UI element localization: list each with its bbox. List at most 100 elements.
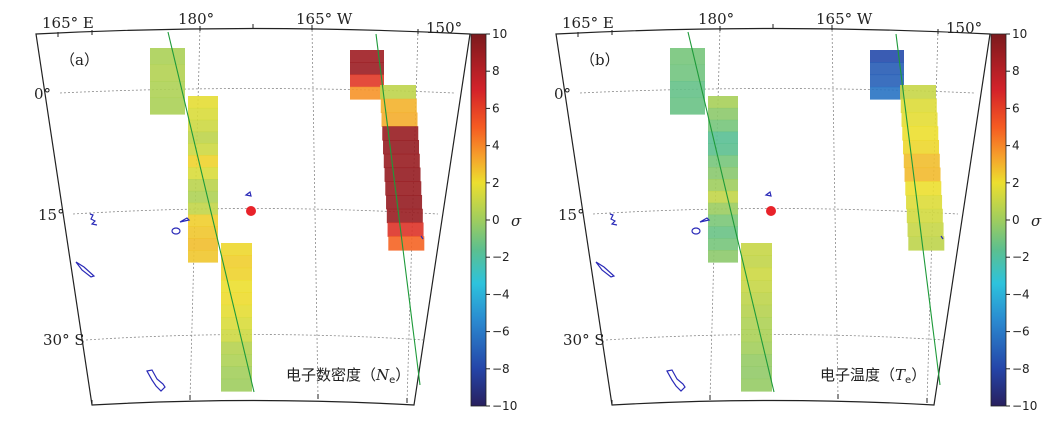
sigma-cell <box>708 226 738 239</box>
sigma-cell <box>741 292 772 306</box>
sigma-strips <box>670 48 945 392</box>
lat-label: 15° <box>38 206 65 224</box>
sigma-cell <box>188 179 218 192</box>
sigma-cell <box>903 153 940 169</box>
map-panel-b: （b） 165° E 180° 165° W 150° 0° 15° 30° S… <box>554 10 991 406</box>
sigma-cell <box>708 143 738 156</box>
sigma-cell <box>708 179 738 192</box>
orbit-track <box>895 33 941 386</box>
colorbar-tick-label: −2 <box>1012 250 1030 264</box>
epicenter-marker <box>246 206 256 216</box>
colorbar-tick-label: −4 <box>1012 287 1030 301</box>
colorbar-tick-label: −10 <box>1012 399 1037 413</box>
lat-label: 15° <box>558 206 585 224</box>
sigma-cell <box>385 181 422 196</box>
island-outline <box>75 261 96 278</box>
lat-label: 30° S <box>43 331 85 349</box>
sigma-cell <box>741 280 772 293</box>
sigma-cell <box>905 181 942 196</box>
sigma-cell <box>741 341 772 355</box>
coastlines <box>75 190 424 392</box>
island-outline <box>940 235 944 240</box>
satellite-tracks <box>687 31 941 393</box>
island-outline <box>420 235 424 240</box>
sigma-cell <box>188 155 218 168</box>
sigma-cell <box>350 74 384 88</box>
sigma-cell <box>188 131 218 145</box>
sigma-cell <box>380 98 417 114</box>
sigma-cell <box>188 202 218 216</box>
sigma-cell <box>388 236 425 251</box>
colorbar-tick-label: 2 <box>492 176 500 190</box>
satellite-tracks <box>167 31 421 393</box>
sigma-cell <box>901 112 938 127</box>
colorbar-tick-label: 6 <box>1012 101 1020 115</box>
island-outline <box>89 213 98 226</box>
sigma-cell <box>741 329 772 343</box>
sigma-cell <box>221 378 252 392</box>
lat-line-30 <box>85 334 425 341</box>
sigma-cell <box>150 81 185 99</box>
sigma-cell <box>708 119 738 133</box>
sigma-cell <box>350 62 384 76</box>
sigma-cell <box>900 85 936 100</box>
sigma-cell <box>906 208 943 224</box>
colorbar-label: σ <box>1031 212 1042 230</box>
sigma-cell <box>383 153 420 169</box>
colorbar-tick-label: −10 <box>492 399 517 413</box>
colorbar-tick-label: −6 <box>1012 325 1030 339</box>
sigma-cell <box>382 126 419 141</box>
island-outline <box>179 217 191 223</box>
sigma-cell <box>188 238 218 251</box>
sigma-cell <box>221 243 252 256</box>
sigma-cell <box>741 243 772 256</box>
sigma-cell <box>188 190 218 204</box>
colorbar-tick-label: 8 <box>1012 64 1020 78</box>
island-outline <box>146 369 166 392</box>
sigma-cell <box>708 96 738 109</box>
sigma-cell <box>870 62 904 76</box>
sigma-cell <box>387 222 424 237</box>
island-outline <box>764 190 772 197</box>
sigma-cell <box>907 222 944 237</box>
panel-title: 电子数密度（Ne） <box>286 366 410 386</box>
colorbar-tick-label: 2 <box>1012 176 1020 190</box>
sigma-cell <box>708 167 738 180</box>
sigma-cell <box>708 107 738 121</box>
sigma-cell <box>741 255 772 269</box>
lon-label: 180° <box>178 10 214 28</box>
colorbar-tick-label: 0 <box>1012 213 1020 227</box>
sigma-cell <box>900 98 937 114</box>
sigma-cell <box>708 250 738 263</box>
lat-line-30 <box>605 334 945 341</box>
colorbar: 10 8 6 4 2 0 −2 −4 −6 −8 −10 σ <box>470 27 522 413</box>
sigma-cell <box>903 140 940 155</box>
island-outline <box>609 213 618 226</box>
sigma-cell <box>670 48 705 66</box>
sigma-cell <box>188 107 218 121</box>
sigma-cell <box>741 354 772 367</box>
sigma-cell <box>741 366 772 380</box>
lon-label: 150° <box>426 19 462 37</box>
sigma-cell <box>221 255 252 269</box>
sigma-cell <box>188 167 218 180</box>
sigma-cell <box>870 74 904 88</box>
sigma-cell <box>670 81 705 99</box>
sigma-cell <box>380 85 416 100</box>
sigma-cell <box>188 119 218 133</box>
lon-label: 165° E <box>42 14 94 32</box>
tick-marks <box>577 24 939 405</box>
sigma-cell <box>188 96 218 109</box>
sigma-cell <box>188 226 218 239</box>
sigma-cell <box>150 48 185 66</box>
sigma-cell <box>188 250 218 263</box>
sigma-cell <box>188 214 218 228</box>
sigma-cell <box>741 378 772 392</box>
lon-label: 165° W <box>296 10 353 28</box>
sigma-cell <box>904 167 941 182</box>
lon-label: 165° E <box>562 14 614 32</box>
sigma-cell <box>708 214 738 228</box>
sigma-cell <box>708 238 738 251</box>
map-frame <box>35 27 471 406</box>
sigma-cell <box>221 317 252 330</box>
